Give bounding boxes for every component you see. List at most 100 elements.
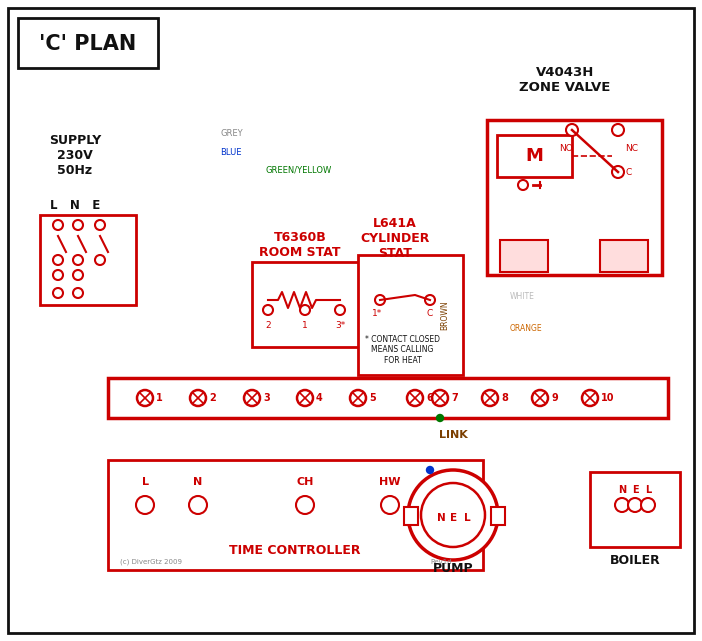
Circle shape [641,498,655,512]
Circle shape [297,390,313,406]
Circle shape [432,390,448,406]
Text: 1: 1 [156,393,163,403]
Circle shape [73,220,83,230]
Circle shape [407,390,423,406]
Bar [404,507,418,525]
Text: PUMP: PUMP [432,562,473,574]
Bar [18,18,158,68]
Text: 3: 3 [263,393,270,403]
Circle shape [615,498,629,512]
Circle shape [375,295,385,305]
Text: N: N [618,485,626,495]
Text: 9: 9 [551,393,558,403]
Circle shape [612,124,624,136]
Circle shape [296,496,314,514]
Text: 1*: 1* [372,308,382,317]
Text: HW: HW [379,477,401,487]
Circle shape [73,270,83,280]
Text: V4043H
ZONE VALVE: V4043H ZONE VALVE [519,66,611,94]
Text: T6360B
ROOM STAT: T6360B ROOM STAT [259,231,340,259]
Circle shape [628,498,642,512]
Circle shape [53,270,63,280]
Circle shape [408,470,498,560]
Text: 4: 4 [316,393,323,403]
Circle shape [612,166,624,178]
Bar [600,240,648,272]
Text: E: E [632,485,638,495]
Circle shape [53,288,63,298]
Circle shape [263,305,273,315]
Circle shape [73,255,83,265]
Text: BLUE: BLUE [220,147,241,156]
Bar [500,240,548,272]
Circle shape [73,288,83,298]
Text: C: C [427,308,433,317]
Bar [487,120,662,275]
Text: NC: NC [625,144,638,153]
Text: CH: CH [296,477,314,487]
Circle shape [136,496,154,514]
Text: 1: 1 [302,320,308,329]
Text: SUPPLY
230V
50Hz: SUPPLY 230V 50Hz [49,133,101,176]
Circle shape [421,483,485,547]
Bar [590,472,680,547]
Text: Rev1d: Rev1d [430,559,451,565]
Text: ORANGE: ORANGE [510,324,543,333]
Circle shape [95,220,105,230]
Circle shape [582,390,598,406]
Text: NO: NO [559,144,573,153]
Text: LINK: LINK [439,430,468,440]
Circle shape [300,305,310,315]
Bar [108,378,668,418]
Text: C: C [626,167,633,176]
Text: 7: 7 [451,393,458,403]
Text: L: L [464,513,470,523]
Circle shape [518,180,528,190]
Text: L: L [645,485,651,495]
Text: M: M [525,147,543,165]
Text: BROWN: BROWN [440,300,449,329]
Circle shape [190,390,206,406]
Circle shape [425,295,435,305]
Text: 2: 2 [209,393,216,403]
Text: E: E [451,513,458,523]
Circle shape [427,467,434,474]
Text: 2: 2 [265,320,271,329]
Bar [358,255,463,375]
Bar [252,262,397,347]
Text: 5: 5 [369,393,376,403]
Text: 'C' PLAN: 'C' PLAN [39,34,137,54]
Text: L   N   E: L N E [50,199,100,212]
Circle shape [350,390,366,406]
Circle shape [95,255,105,265]
Text: 10: 10 [601,393,614,403]
Text: WHITE: WHITE [510,292,535,301]
Bar [108,460,483,570]
Text: BOILER: BOILER [609,553,661,567]
Circle shape [566,124,578,136]
Text: GREEN/YELLOW: GREEN/YELLOW [265,165,331,174]
Text: (c) DiverGtz 2009: (c) DiverGtz 2009 [120,559,182,565]
Circle shape [137,390,153,406]
Circle shape [53,220,63,230]
Circle shape [335,305,345,315]
Text: L641A
CYLINDER
STAT: L641A CYLINDER STAT [360,217,430,260]
Text: * CONTACT CLOSED
MEANS CALLING
FOR HEAT: * CONTACT CLOSED MEANS CALLING FOR HEAT [365,335,440,365]
Text: N: N [437,513,445,523]
Bar [497,135,572,177]
Text: N: N [193,477,203,487]
Bar [40,215,136,305]
Circle shape [532,390,548,406]
Circle shape [244,390,260,406]
Circle shape [482,390,498,406]
Text: 3*: 3* [335,320,345,329]
Text: L: L [142,477,149,487]
Circle shape [381,496,399,514]
Bar [491,507,505,525]
Text: 6: 6 [426,393,432,403]
Circle shape [437,415,444,422]
Text: 8: 8 [501,393,508,403]
Text: GREY: GREY [220,128,243,138]
Text: TIME CONTROLLER: TIME CONTROLLER [230,544,361,556]
Circle shape [53,255,63,265]
